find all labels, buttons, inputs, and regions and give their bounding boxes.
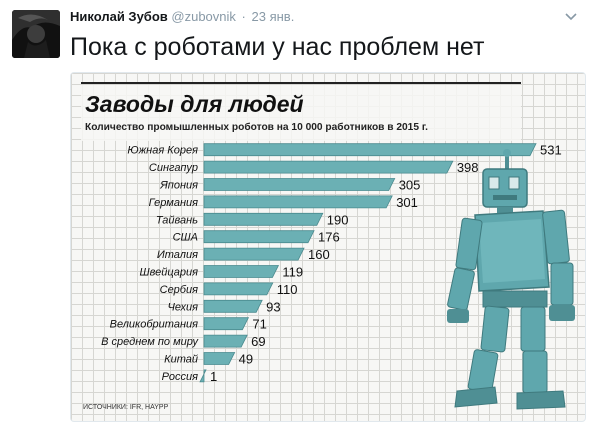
bars-layer: Южная Корея 531 Сингапур 398 Япония 305 Герман… <box>101 143 562 384</box>
chart: Заводы для людей Количество промышленных… <box>81 82 575 411</box>
bar-value: 190 <box>327 212 349 227</box>
category-label: Сингапур <box>149 162 198 174</box>
tweet-actions-cut <box>70 421 270 429</box>
author-handle[interactable]: @zubovnik <box>171 9 236 24</box>
bar <box>199 369 207 383</box>
category-label: Германия <box>149 197 198 209</box>
bar-value: 305 <box>399 178 421 193</box>
bar-value: 176 <box>318 230 340 245</box>
author-name[interactable]: Николай Зубов <box>70 9 168 24</box>
bar <box>203 317 250 331</box>
bar-value: 1 <box>210 369 217 384</box>
category-label: Швейцария <box>139 267 198 279</box>
tweet-text: Пока с роботами у нас проблем нет <box>70 33 485 61</box>
bar-value: 398 <box>457 160 479 175</box>
bar <box>203 282 274 296</box>
bar <box>203 143 537 157</box>
category-label: Россия <box>162 371 198 383</box>
bar-value: 110 <box>277 282 298 297</box>
bar-value: 301 <box>396 195 418 210</box>
bar <box>203 230 315 244</box>
bar <box>203 212 324 226</box>
chevron-down-icon[interactable] <box>564 10 578 22</box>
tweet-timestamp[interactable]: 23 янв. <box>251 9 295 24</box>
bar-value: 531 <box>540 143 562 158</box>
bar <box>203 178 396 191</box>
category-label: Великобритания <box>110 319 198 331</box>
chart-source: ИСТОЧНИКИ: IFR, HAYPP <box>83 404 169 411</box>
chart-title: Заводы для людей <box>85 91 304 117</box>
category-label: США <box>173 232 198 244</box>
bar-value: 49 <box>239 352 253 367</box>
robot-illustration <box>447 149 575 410</box>
bar-value: 71 <box>252 317 266 332</box>
chart-subtitle: Количество промышленных роботов на 10 00… <box>85 121 428 133</box>
bar <box>203 160 454 174</box>
bar <box>203 247 305 261</box>
category-label: Тайвань <box>156 214 198 226</box>
chart-header: Заводы для людей Количество промышленных… <box>81 82 521 141</box>
category-label: Италия <box>157 249 198 261</box>
avatar[interactable] <box>12 10 60 58</box>
category-label: Чехия <box>167 301 198 313</box>
category-label: Южная Корея <box>127 145 198 157</box>
bar-value: 69 <box>251 334 265 349</box>
category-label: Япония <box>159 180 198 192</box>
bar <box>203 334 248 348</box>
category-label: Сербия <box>160 284 198 296</box>
bar-value: 160 <box>308 247 330 262</box>
tweet-header: Николай Зубов @zubovnik · 23 янв. <box>70 9 294 24</box>
category-label: Китай <box>164 354 198 366</box>
tweet-media-chart[interactable]: Заводы для людей Количество промышленных… <box>70 72 586 422</box>
separator: · <box>241 9 246 24</box>
bar-value: 93 <box>266 299 280 314</box>
bar <box>203 195 393 209</box>
bar <box>203 352 236 365</box>
bar <box>203 265 280 278</box>
bar <box>203 299 263 313</box>
bar-value: 119 <box>282 265 303 280</box>
category-label: В среднем по миру <box>101 336 199 348</box>
